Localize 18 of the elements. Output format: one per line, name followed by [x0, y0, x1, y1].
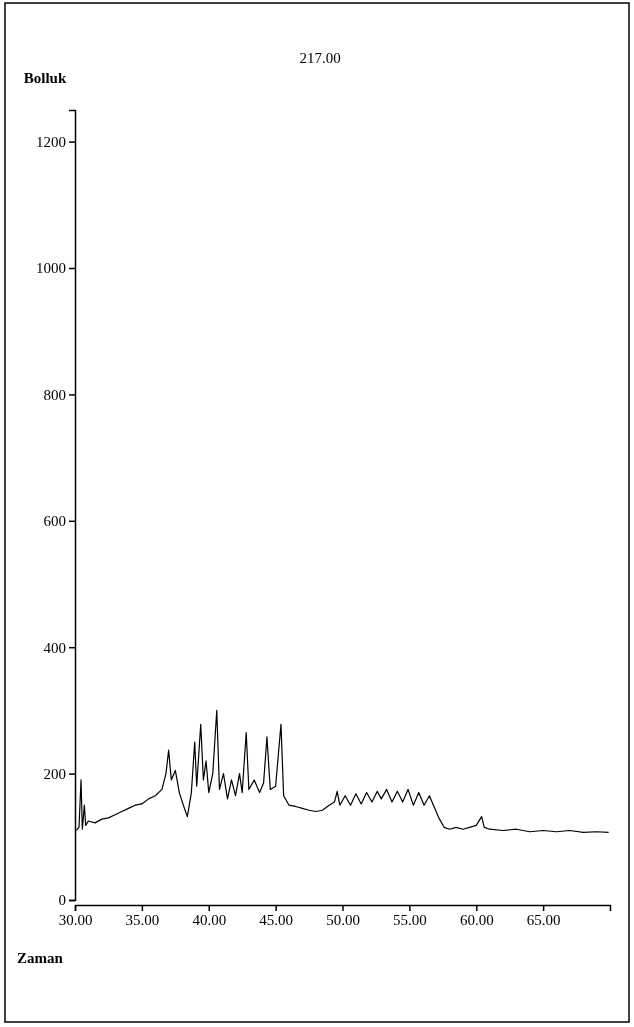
chart-title: 217.00: [299, 50, 341, 67]
y-tick-label: 400: [43, 639, 66, 656]
x-tick-label: 60.00: [459, 911, 494, 928]
x-tick-label: 40.00: [192, 911, 227, 928]
x-tick-label: 50.00: [326, 911, 360, 928]
y-tick-label: 1200: [36, 133, 66, 150]
x-tick-label: 55.00: [393, 911, 427, 928]
x-axis-title: Zaman: [17, 950, 64, 967]
y-tick-label: 200: [43, 765, 66, 782]
y-tick-label: 600: [43, 513, 66, 530]
y-axis-title: Bolluk: [23, 70, 67, 87]
y-tick-label: 1000: [36, 260, 66, 277]
y-tick-label: 800: [43, 386, 66, 403]
x-tick-label: 45.00: [259, 911, 293, 928]
x-tick-label: 30.00: [58, 911, 93, 928]
y-tick-label: 0: [58, 892, 66, 909]
x-tick-label: 35.00: [125, 911, 160, 928]
x-tick-label: 65.00: [526, 911, 561, 928]
